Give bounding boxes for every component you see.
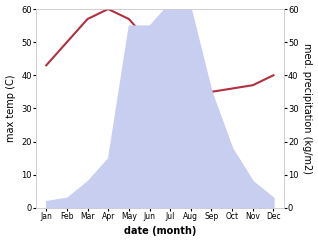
Y-axis label: max temp (C): max temp (C) xyxy=(5,75,16,142)
X-axis label: date (month): date (month) xyxy=(124,227,196,236)
Y-axis label: med. precipitation (kg/m2): med. precipitation (kg/m2) xyxy=(302,43,313,174)
